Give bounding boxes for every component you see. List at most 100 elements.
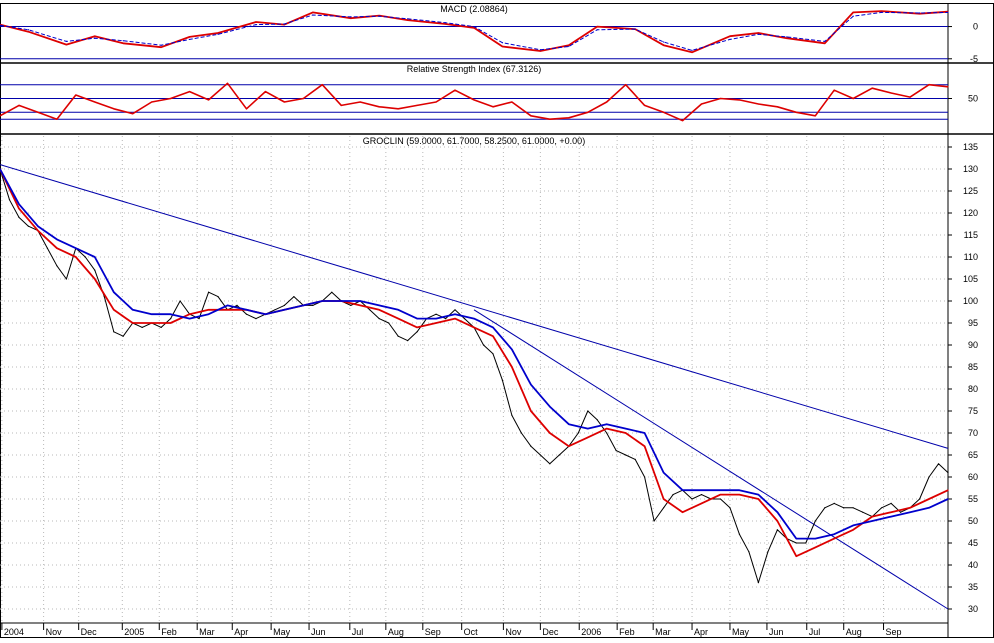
price-point xyxy=(738,533,741,535)
slow-ma-point xyxy=(947,498,949,500)
slow-ma-point xyxy=(606,423,608,425)
rsi-point xyxy=(644,104,646,106)
macd-title: MACD (2.08864) xyxy=(440,4,508,14)
slow-ma-point xyxy=(890,516,892,518)
price-point xyxy=(46,247,49,249)
y-tick-label: 50 xyxy=(968,94,978,104)
price-point xyxy=(369,309,371,311)
y-tick-label: 105 xyxy=(963,274,978,284)
trendline xyxy=(473,309,949,610)
x-tick-label: Mar xyxy=(655,627,671,637)
slow-ma-point xyxy=(795,538,797,540)
price-point xyxy=(482,344,485,346)
y-tick-label: 130 xyxy=(963,164,978,174)
slow-ma-point xyxy=(170,313,172,315)
signal-point xyxy=(407,18,409,20)
x-tick-label: Feb xyxy=(619,627,635,637)
y-tick-label: 45 xyxy=(968,538,978,548)
price-point xyxy=(236,304,238,306)
x-tick-label: Mar xyxy=(199,627,215,637)
fast-ma-point xyxy=(151,322,153,324)
slow-ma-point xyxy=(321,300,323,302)
fast-ma-point xyxy=(378,309,380,311)
rsi-point xyxy=(397,108,399,110)
rsi-point xyxy=(776,106,778,108)
rsi-point xyxy=(245,108,248,110)
rsi-point xyxy=(37,111,39,113)
price-point xyxy=(350,304,352,306)
slow-ma-point xyxy=(132,309,134,311)
signal-point xyxy=(27,29,30,31)
slow-ma-point xyxy=(625,428,627,430)
rsi-point xyxy=(871,87,873,89)
price-point xyxy=(653,520,655,522)
slow-ma-point xyxy=(454,313,456,315)
signal-point xyxy=(312,14,314,16)
signal-point xyxy=(444,22,447,24)
price-point xyxy=(852,507,854,509)
rsi-point xyxy=(378,106,380,108)
price-point xyxy=(454,309,456,311)
rsi-point xyxy=(207,99,210,101)
price-point xyxy=(862,511,864,513)
macd-point xyxy=(94,35,96,37)
slow-ma-point xyxy=(587,428,589,430)
fast-ma-point xyxy=(833,538,835,540)
price-point xyxy=(511,414,513,416)
y-tick-label: 120 xyxy=(963,208,978,218)
macd-point xyxy=(539,50,541,52)
rsi-point xyxy=(511,101,513,103)
slow-ma-point xyxy=(94,256,96,258)
signal-point xyxy=(255,24,257,26)
rsi-point xyxy=(435,101,437,103)
price-point xyxy=(795,542,797,544)
signal-point xyxy=(568,45,570,48)
rsi-point xyxy=(113,108,115,110)
fast-ma-point xyxy=(549,432,551,434)
rsi-point xyxy=(283,101,285,103)
rsi-point xyxy=(549,118,551,120)
rsi-point xyxy=(757,103,760,105)
slow-ma-point xyxy=(378,304,380,306)
signal-point xyxy=(947,11,949,13)
rsi-point xyxy=(321,84,323,86)
fast-ma-point xyxy=(511,366,513,368)
slow-ma-point xyxy=(245,309,248,311)
price-point xyxy=(700,494,703,496)
rsi-point xyxy=(681,119,684,122)
price-point xyxy=(558,454,560,456)
fast-ma-point xyxy=(113,309,115,311)
x-tick-label: Apr xyxy=(234,627,248,637)
price-point xyxy=(918,498,921,500)
fast-ma-point xyxy=(738,494,741,496)
fast-ma-point xyxy=(606,428,608,430)
fast-ma-point xyxy=(681,511,684,513)
fast-ma-point xyxy=(909,507,911,509)
price-point xyxy=(520,432,523,434)
x-tick-label: Jun xyxy=(769,627,784,637)
fast-ma-point xyxy=(719,494,722,496)
fast-ma-point xyxy=(700,502,703,504)
price-point xyxy=(805,542,807,544)
x-tick-label: Sep xyxy=(886,627,902,637)
rsi-point xyxy=(530,115,532,117)
macd-point xyxy=(255,21,257,23)
fast-ma-point xyxy=(397,318,399,320)
y-tick-label: 30 xyxy=(968,604,978,614)
y-tick-label: 35 xyxy=(968,582,978,592)
price-point xyxy=(274,309,276,311)
macd-point xyxy=(501,45,504,48)
y-tick-label: 40 xyxy=(968,560,978,570)
signal-point xyxy=(189,38,191,41)
price-point xyxy=(255,318,257,320)
slow-ma-point xyxy=(264,313,267,315)
x-tick-label: Aug xyxy=(388,627,404,637)
macd-point xyxy=(312,11,314,13)
macd-point xyxy=(189,36,191,38)
y-tick-label: 115 xyxy=(964,230,978,240)
price-point xyxy=(539,454,541,456)
fast-ma-point xyxy=(871,516,873,518)
signal-point xyxy=(786,36,788,38)
signal-point xyxy=(918,12,921,14)
